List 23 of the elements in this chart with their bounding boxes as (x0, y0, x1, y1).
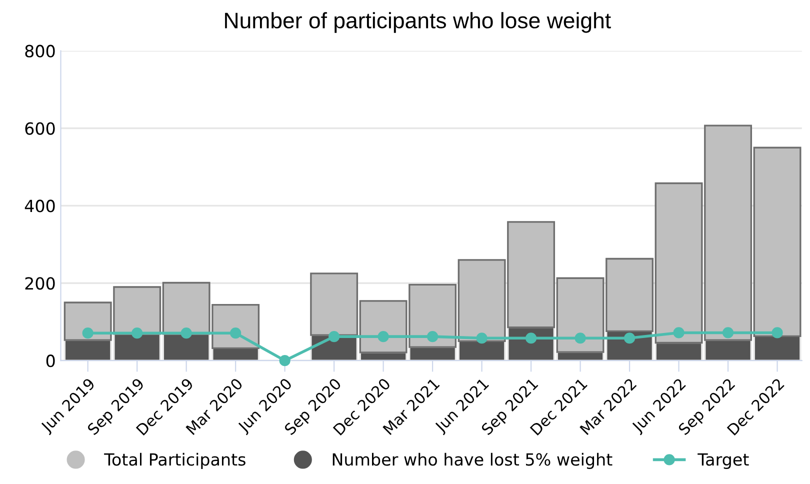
y-tick-label: 200 (25, 277, 55, 290)
point (574, 332, 586, 344)
y-tick-label: 400 (24, 200, 55, 212)
point (279, 355, 290, 366)
y-tick-label: 800 (25, 44, 55, 58)
legend-label: Number who have lost 5% weight (332, 452, 612, 469)
point (722, 327, 734, 338)
chart-title: Number of participants who lose weight (225, 12, 611, 33)
legend-label: Total Participants (104, 452, 246, 469)
point (772, 327, 783, 338)
point (180, 328, 192, 339)
point (378, 331, 389, 342)
point (427, 331, 438, 342)
point (132, 328, 143, 339)
point (328, 331, 340, 342)
y-tick-label: 600 (25, 122, 55, 135)
point (230, 328, 242, 339)
point (673, 327, 684, 338)
legend-label: Target (698, 453, 749, 469)
point (624, 332, 636, 344)
y-tick-label: 0 (46, 354, 55, 368)
point (476, 332, 488, 344)
point (82, 328, 94, 339)
